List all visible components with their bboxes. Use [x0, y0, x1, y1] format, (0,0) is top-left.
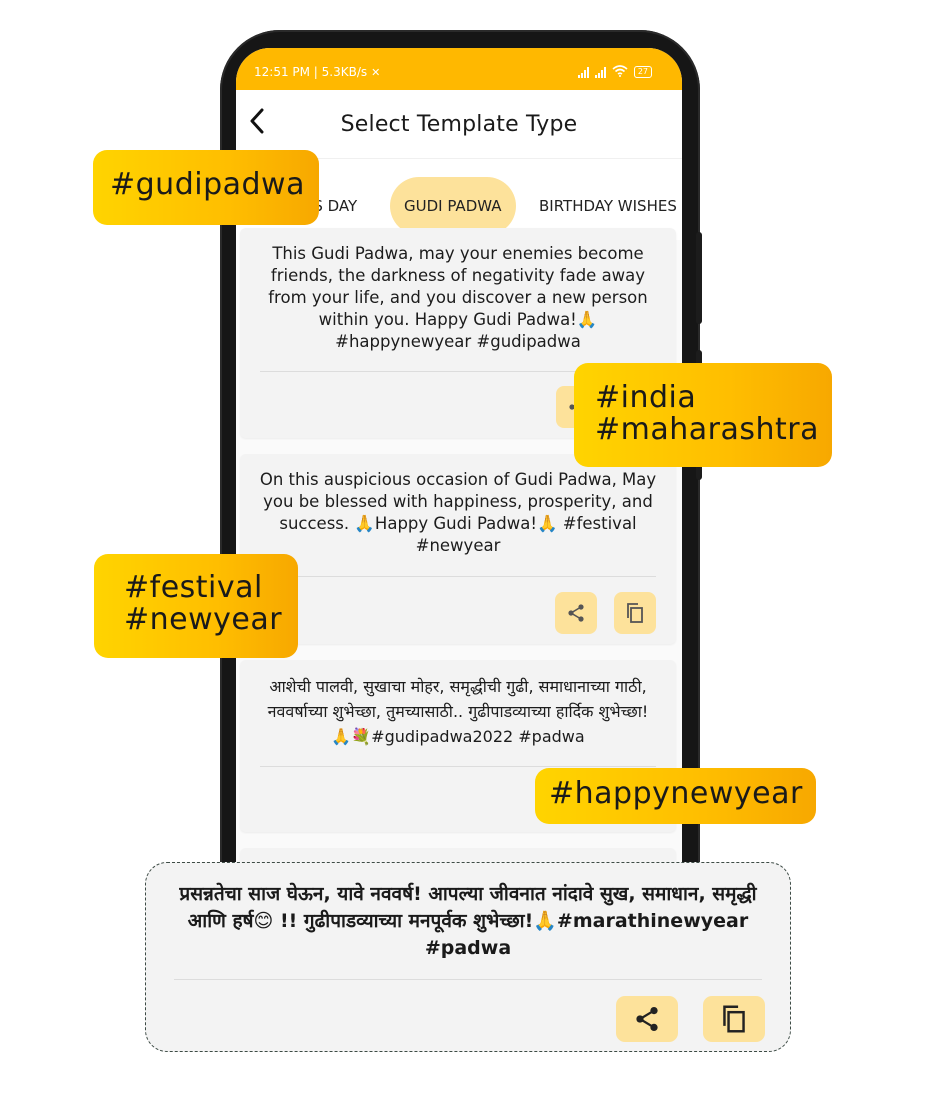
share-button[interactable] — [616, 996, 678, 1042]
signal-icon — [577, 66, 589, 78]
hashtag-label: #happynewyear — [535, 768, 816, 824]
divider — [260, 576, 656, 577]
tab-birthday-wishes[interactable]: BIRTHDAY WISHES — [539, 197, 677, 215]
template-text: On this auspicious occasion of Gudi Padw… — [259, 470, 657, 555]
highlighted-template-card[interactable]: प्रसन्नतेचा साज घेऊन, यावे नववर्ष! आपल्य… — [145, 862, 791, 1052]
wifi-icon — [612, 64, 628, 80]
copy-icon — [627, 603, 643, 623]
share-button[interactable] — [555, 592, 597, 634]
template-card[interactable]: On this auspicious occasion of Gudi Padw… — [240, 454, 676, 644]
battery-icon: 27 — [633, 66, 652, 78]
hashtag-label: #gudipadwa — [93, 150, 319, 225]
copy-icon — [723, 1005, 745, 1033]
copy-button[interactable] — [614, 592, 656, 634]
signal-icon — [594, 66, 606, 78]
template-text: This Gudi Padwa, may your enemies become… — [268, 244, 648, 351]
tab-gudi-padwa[interactable]: GUDI PADWA — [390, 177, 516, 235]
share-icon — [568, 604, 584, 622]
copy-button[interactable] — [703, 996, 765, 1042]
share-icon — [636, 1006, 658, 1032]
divider — [174, 979, 762, 980]
phone-side-button — [696, 232, 702, 324]
back-arrow-icon[interactable] — [246, 106, 274, 142]
template-text: आशेची पालवी, सुखाचा मोहर, समृद्धीची गुढी… — [267, 677, 649, 746]
hashtag-label: #india #maharashtra — [574, 363, 832, 467]
divider — [260, 766, 656, 767]
mute-icon: ✕ — [371, 65, 381, 79]
hashtag-label: #festival #newyear — [94, 554, 298, 658]
divider — [260, 371, 656, 372]
app-bar: Select Template Type — [236, 90, 682, 158]
template-card[interactable]: This Gudi Padwa, may your enemies become… — [240, 228, 676, 438]
status-bar: 12:51 PM | 5.3KB/s ✕ 27 — [236, 48, 682, 90]
template-text: प्रसन्नतेचा साज घेऊन, यावे नववर्ष! आपल्य… — [179, 883, 757, 959]
status-time: 12:51 PM | 5.3KB/s — [254, 65, 368, 79]
page-title: Select Template Type — [340, 111, 578, 137]
